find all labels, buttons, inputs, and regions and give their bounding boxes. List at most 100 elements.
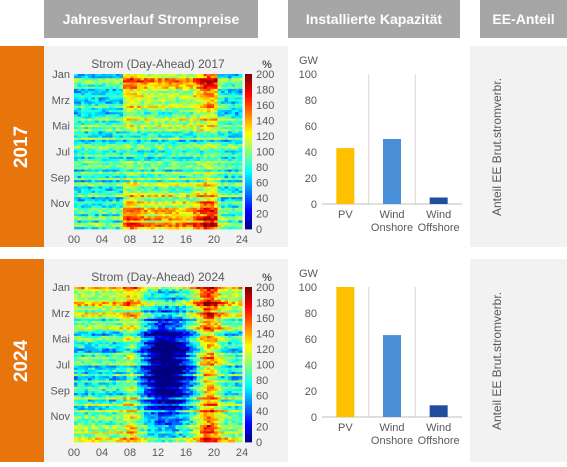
heatmap-cell [210, 299, 215, 303]
heatmap-cell [179, 141, 183, 145]
heatmap-cell [130, 122, 134, 126]
heatmap-cell [154, 156, 159, 160]
heatmap-cell [158, 84, 162, 88]
heatmap-cell [175, 120, 180, 124]
heatmap-cell [151, 131, 155, 134]
heatmap-cell [210, 216, 215, 219]
heatmap-cell [154, 139, 159, 143]
heatmap-cell [112, 180, 117, 183]
heatmap-cell [119, 329, 124, 332]
heatmap-cell [203, 122, 208, 126]
heatmap-cell [91, 195, 96, 198]
heatmap-cell [221, 120, 225, 124]
heatmap-cell [126, 297, 131, 301]
heatmap-cell [196, 156, 201, 160]
heatmap-cell [116, 165, 120, 168]
heatmap-cell [235, 171, 239, 175]
heatmap-cell [175, 146, 180, 149]
heatmap-cell [228, 148, 232, 151]
heatmap-cell [102, 216, 106, 219]
heatmap-cell [81, 214, 85, 217]
heatmap-cell [133, 156, 138, 160]
heatmap-cell [172, 316, 176, 320]
heatmap-cell [77, 195, 82, 198]
heatmap-cell [74, 297, 78, 301]
heatmap-cell [193, 97, 197, 100]
heatmap-cell [161, 105, 166, 109]
heatmap-cell [116, 84, 120, 88]
colorbar-segment [245, 177, 252, 181]
heatmap-cell [151, 101, 155, 105]
heatmap-cell [133, 101, 138, 105]
heatmap-cell [172, 144, 176, 147]
heatmap-cell [119, 116, 124, 119]
heatmap-cell [203, 97, 208, 100]
heatmap-cell [221, 224, 225, 228]
heatmap-cell [84, 207, 89, 211]
heatmap-cell [158, 327, 162, 330]
heatmap-cell [123, 120, 127, 124]
heatmap-cell [105, 337, 110, 341]
heatmap-cell [238, 161, 243, 164]
heatmap-cell [140, 291, 145, 294]
heatmap-cell [196, 165, 201, 168]
heatmap-cell [112, 118, 117, 122]
heatmap-cell [112, 186, 117, 190]
heatmap-cell [221, 110, 225, 113]
heatmap-cell [186, 154, 190, 158]
heatmap-cell [112, 139, 117, 143]
heatmap-cell [105, 129, 110, 132]
colorbar-segment [245, 110, 252, 114]
heatmap-cell [95, 175, 99, 179]
heatmap-cell [109, 201, 113, 204]
heatmap-cell [217, 93, 222, 96]
heatmap-cell [196, 129, 201, 132]
heatmap-cell [154, 184, 159, 187]
heatmap-cell [196, 141, 201, 145]
heatmap-cell [74, 205, 78, 209]
heatmap-cell [137, 135, 141, 139]
heatmap-cell [203, 165, 208, 168]
heatmap-cell [193, 325, 197, 328]
heatmap-cell [165, 127, 169, 130]
heatmap-cell [175, 161, 180, 164]
heatmap-cell [91, 190, 96, 194]
heatmap-cell [189, 116, 194, 119]
heatmap-cell [200, 197, 204, 200]
heatmap-cell [137, 84, 141, 88]
heatmap-cell [147, 156, 152, 160]
heatmap-cell [137, 323, 141, 326]
heatmap-cell [151, 295, 155, 299]
heatmap-cell [182, 303, 187, 307]
heatmap-cell [196, 327, 201, 330]
heatmap-cell [189, 110, 194, 113]
heatmap-cell [151, 133, 155, 136]
heatmap-cell [74, 320, 78, 324]
heatmap-cell [88, 146, 92, 149]
heatmap-cell [200, 320, 204, 324]
heatmap-cell [133, 90, 138, 94]
heatmap-cell [179, 154, 183, 158]
heatmap-cell [154, 287, 159, 290]
heatmap-cell [95, 308, 99, 311]
heatmap-cell [154, 86, 159, 90]
heatmap-cell [102, 135, 106, 139]
heatmap-cell [74, 148, 78, 151]
heatmap-cell [193, 314, 197, 318]
heatmap-cell [74, 301, 78, 305]
heatmap-cell [130, 205, 134, 209]
heatmap-cell [189, 93, 194, 96]
heatmap-cell [186, 289, 190, 292]
heatmap-cell [200, 178, 204, 181]
heatmap-cell [84, 295, 89, 299]
heatmap-cell [172, 120, 176, 124]
heatmap-cell [81, 203, 85, 207]
heatmap-cell [119, 82, 124, 86]
heatmap-cell [231, 148, 236, 151]
heatmap-cell [235, 297, 239, 301]
heatmap-cell [112, 158, 117, 162]
heatmap-cell [81, 316, 85, 320]
heatmap-cell [102, 337, 106, 341]
heatmap-cell [228, 220, 232, 224]
heatmap-cell [77, 201, 82, 204]
